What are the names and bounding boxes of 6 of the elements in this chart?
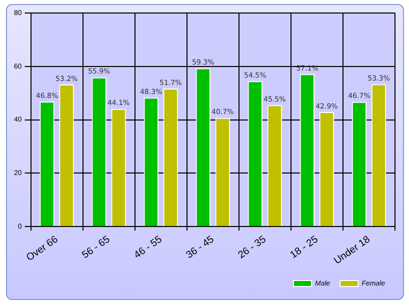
x-tick-label: 46 - 55	[132, 234, 165, 262]
x-tick-label: 18 - 25	[288, 234, 321, 262]
x-tick-label: 36 - 45	[184, 234, 217, 262]
x-tick-label: Over 66	[24, 234, 60, 264]
x-tick-label: 26 - 35	[236, 234, 269, 262]
x-tick-label: 56 - 65	[80, 234, 112, 262]
